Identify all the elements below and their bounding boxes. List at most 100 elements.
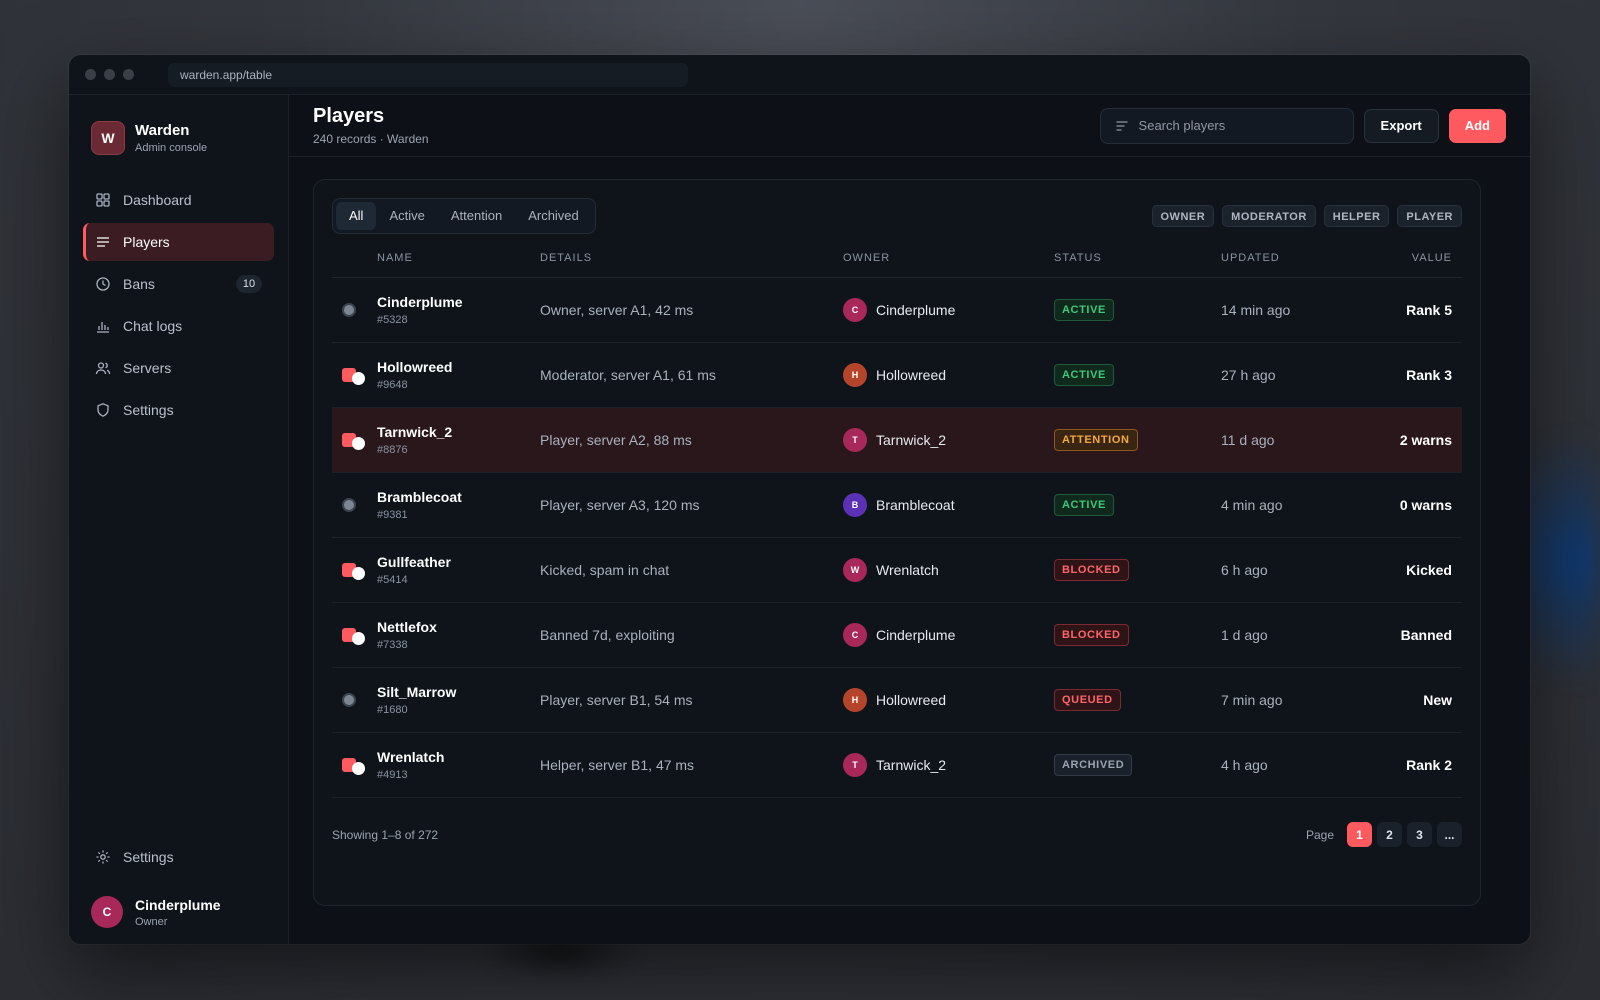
status-badge: ACTIVE xyxy=(1054,364,1114,386)
row-select-radio[interactable] xyxy=(332,300,377,320)
player-value: New xyxy=(1423,692,1452,708)
row-select-radio[interactable] xyxy=(332,495,377,515)
player-name-cell: Bramblecoat #9381 xyxy=(377,489,540,521)
page-label: Page xyxy=(1305,827,1334,842)
app-window: warden.app/table W Warden Admin console … xyxy=(69,55,1530,944)
role-tag-moderator[interactable]: MODERATOR xyxy=(1222,205,1316,227)
brand: W Warden Admin console xyxy=(83,95,274,181)
row-select-toggle[interactable] xyxy=(332,365,377,385)
table-row[interactable]: Bramblecoat #9381 Player, server A3, 120 m… xyxy=(332,473,1462,538)
status-badge: BLOCKED xyxy=(1054,559,1129,581)
avatar: T xyxy=(843,753,867,777)
player-name[interactable]: Tarnwick_2 xyxy=(377,424,453,440)
player-name[interactable]: Gullfeather xyxy=(377,554,451,570)
player-id: #9648 xyxy=(377,379,408,391)
player-name[interactable]: Bramblecoat xyxy=(377,489,462,505)
column-header-updated[interactable]: UPDATED xyxy=(1221,251,1280,264)
status-cell: ACTIVE xyxy=(1054,494,1221,516)
row-select-radio[interactable] xyxy=(332,690,377,710)
window-minimize-dot[interactable] xyxy=(104,69,115,80)
row-select-toggle[interactable] xyxy=(332,430,377,450)
search-box[interactable] xyxy=(1099,107,1354,144)
owner-cell: H Hollowreed xyxy=(843,363,1054,387)
page-button-1[interactable]: 1 xyxy=(1347,822,1372,847)
page-more-button[interactable]: ... xyxy=(1437,822,1462,847)
tab-attention[interactable]: Attention xyxy=(450,208,503,223)
owner-cell: T Tarnwick_2 xyxy=(843,753,1054,777)
sidebar-item-settings-bottom[interactable]: Settings xyxy=(83,838,274,876)
owner-cell: C Cinderplume xyxy=(843,623,1054,647)
user-profile[interactable]: C Cinderplume Owner xyxy=(83,896,274,928)
table-row[interactable]: Cinderplume #5328 Owner, server A1, 42 ms C… xyxy=(332,278,1462,343)
player-name[interactable]: Silt_Marrow xyxy=(377,684,457,700)
player-name[interactable]: Hollowreed xyxy=(377,359,453,375)
status-badge: ATTENTION xyxy=(1054,429,1138,451)
column-header-status[interactable]: STATUS xyxy=(1054,251,1102,264)
filter-tabs: All Active Attention Archived xyxy=(332,198,596,234)
table-header: NAME DETAILS OWNER STATUS UPDATED VALUE xyxy=(332,238,1462,278)
role-tags: OWNER MODERATOR HELPER PLAYER xyxy=(1144,205,1462,227)
role-tag-owner[interactable]: OWNER xyxy=(1151,205,1215,227)
export-button[interactable]: Export xyxy=(1363,108,1439,143)
search-input[interactable] xyxy=(1138,118,1339,133)
tab-archived[interactable]: Archived xyxy=(528,208,579,223)
add-button[interactable]: Add xyxy=(1448,108,1506,143)
player-value: Banned xyxy=(1400,627,1452,643)
owner-cell: C Cinderplume xyxy=(843,298,1054,322)
window-maximize-dot[interactable] xyxy=(123,69,134,80)
role-tag-helper[interactable]: HELPER xyxy=(1323,205,1390,227)
sidebar: W Warden Admin console Dashboard Players B… xyxy=(69,95,289,944)
column-header-details[interactable]: DETAILS xyxy=(540,251,593,264)
sidebar-item-servers[interactable]: Servers xyxy=(83,349,274,387)
table-body: Cinderplume #5328 Owner, server A1, 42 ms C… xyxy=(332,278,1462,798)
player-value: Rank 3 xyxy=(1406,367,1452,383)
column-header-name[interactable]: NAME xyxy=(377,251,413,264)
player-details: Player, server A2, 88 ms xyxy=(540,432,692,448)
sidebar-item-players[interactable]: Players xyxy=(83,223,274,261)
table-row[interactable]: Silt_Marrow #1680 Player, server B1, 54 ms… xyxy=(332,668,1462,733)
tab-active[interactable]: Active xyxy=(389,208,425,223)
owner-name: Bramblecoat xyxy=(876,497,955,513)
url-bar[interactable]: warden.app/table xyxy=(168,62,688,87)
row-select-toggle[interactable] xyxy=(332,560,377,580)
row-select-toggle[interactable] xyxy=(332,755,377,775)
page-button-2[interactable]: 2 xyxy=(1377,822,1402,847)
sidebar-item-chat-logs[interactable]: Chat logs xyxy=(83,307,274,345)
main-content: Players 240 records · Warden Export Add … xyxy=(289,95,1530,944)
table-row[interactable]: Nettlefox #7338 Banned 7d, exploiting C Cind… xyxy=(332,603,1462,668)
window-close-dot[interactable] xyxy=(85,69,96,80)
table-row[interactable]: Wrenlatch #4913 Helper, server B1, 47 ms T T… xyxy=(332,733,1462,798)
sidebar-item-label: Settings xyxy=(123,849,174,865)
player-name[interactable]: Nettlefox xyxy=(377,619,437,635)
column-header-value[interactable]: VALUE xyxy=(1411,251,1452,264)
table-row[interactable]: Hollowreed #9648 Moderator, server A1, 61 … xyxy=(332,343,1462,408)
page-button-3[interactable]: 3 xyxy=(1407,822,1432,847)
role-tag-player[interactable]: PLAYER xyxy=(1397,205,1462,227)
player-details: Moderator, server A1, 61 ms xyxy=(540,367,716,383)
player-id: #8876 xyxy=(377,444,408,456)
status-cell: ACTIVE xyxy=(1054,299,1221,321)
toggle-knob xyxy=(352,371,365,385)
sidebar-item-settings[interactable]: Settings xyxy=(83,391,274,429)
player-name[interactable]: Cinderplume xyxy=(377,294,463,310)
radio-indicator xyxy=(342,498,356,512)
brand-name: Warden xyxy=(135,122,190,139)
player-value: 0 warns xyxy=(1399,497,1452,513)
page-title: Players xyxy=(313,105,385,127)
sidebar-item-bans[interactable]: Bans 10 xyxy=(83,265,274,303)
column-header-owner[interactable]: OWNER xyxy=(843,251,891,264)
table-row[interactable]: Gullfeather #5414 Kicked, spam in chat W Wre… xyxy=(332,538,1462,603)
status-cell: ATTENTION xyxy=(1054,429,1221,451)
player-id: #9381 xyxy=(377,509,408,521)
sidebar-item-dashboard[interactable]: Dashboard xyxy=(83,181,274,219)
player-details: Banned 7d, exploiting xyxy=(540,627,675,643)
owner-name: Hollowreed xyxy=(876,692,947,708)
table-row[interactable]: Tarnwick_2 #8876 Player, server A2, 88 ms T… xyxy=(332,408,1462,473)
row-select-toggle[interactable] xyxy=(332,625,377,645)
status-badge: ACTIVE xyxy=(1054,494,1114,516)
tab-all[interactable]: All xyxy=(336,202,377,230)
player-name[interactable]: Wrenlatch xyxy=(377,749,445,765)
player-value: 2 warns xyxy=(1399,432,1452,448)
player-name-cell: Gullfeather #5414 xyxy=(377,554,540,586)
player-name-cell: Wrenlatch #4913 xyxy=(377,749,540,781)
